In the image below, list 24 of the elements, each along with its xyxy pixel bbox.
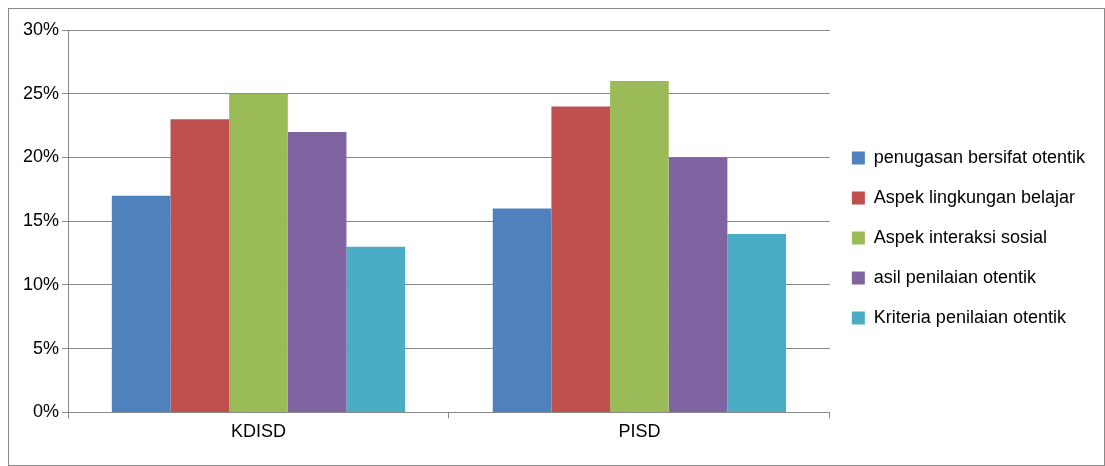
bar: [346, 246, 406, 412]
bar: [492, 208, 552, 412]
bar: [170, 119, 230, 412]
y-tick-label: 10%: [23, 273, 60, 294]
y-tick-label: 5%: [33, 337, 60, 358]
x-tick-label: KDISD: [230, 421, 286, 442]
x-tick-label: PISD: [618, 421, 661, 442]
bar: [610, 80, 669, 412]
legend-label: asil penilaian otentik: [873, 266, 1037, 287]
y-tick-label: 30%: [23, 18, 60, 39]
bar: [287, 131, 347, 412]
bar: [551, 106, 611, 412]
legend-label: Kriteria penilaian otentik: [873, 306, 1067, 327]
y-tick-label: 20%: [23, 146, 60, 167]
legend-label: Aspek interaksi sosial: [873, 226, 1047, 247]
y-tick-label: 25%: [23, 82, 60, 103]
y-tick-label: 15%: [23, 210, 60, 231]
bar: [111, 195, 171, 412]
bar: [668, 157, 728, 412]
y-tick-label: 0%: [33, 401, 60, 422]
bar: [727, 233, 787, 412]
bar: [229, 93, 288, 412]
legend-label: penugasan bersifat otentik: [873, 146, 1086, 167]
legend-label: Aspek lingkungan belajar: [873, 186, 1075, 207]
